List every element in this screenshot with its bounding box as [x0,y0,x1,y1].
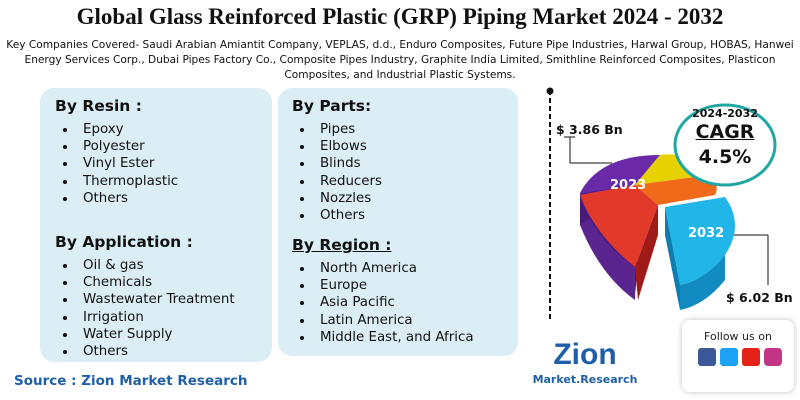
segment-item: Asia Pacific [314,294,474,311]
icon-youtube[interactable] [742,348,760,366]
segment-item: Wastewater Treatment [77,291,235,308]
segment-item: Others [77,343,235,360]
pie-label-2032: 2032 [688,226,725,241]
segment-item: Middle East, and Africa [314,329,474,346]
logo-sub: Market.Research [532,373,638,386]
follow-text: Follow us on [704,330,772,343]
segment-item: Irrigation [77,309,235,326]
divider-dot [546,87,554,95]
pie-slice [665,197,735,285]
segment-item: Blinds [314,155,382,172]
segment-list: PipesElbowsBlindsReducersNozzlesOthers [292,121,382,224]
pie-side [680,255,725,310]
cagr-period: 2024-2032 [692,107,758,120]
segment-list: North AmericaEuropeAsia PacificLatin Ame… [292,260,474,346]
value-2023: $ 3.86 Bn [556,122,623,137]
segment-item: Europe [314,277,474,294]
source: Source : Zion Market Research [14,373,248,389]
cagr-circle [673,103,777,187]
segment-item: Latin America [314,312,474,329]
pie-side [635,205,658,300]
segment-heading: By Application : [55,233,193,251]
segment-item: Others [314,207,382,224]
segment-item: North America [314,260,474,277]
pie-side [665,207,680,310]
segment-item: Chemicals [77,274,235,291]
social-icons [698,348,782,366]
segment-list: EpoxyPolyesterVinyl EsterThermoplasticOt… [55,121,178,207]
cagr-value: 4.5% [698,146,752,168]
segment-item: Epoxy [77,121,178,138]
panel-left [40,88,272,362]
segment-item: Thermoplastic [77,173,178,190]
segment-item: Water Supply [77,326,235,343]
pie-slice [580,185,658,267]
cagr-label: CAGR [695,121,755,143]
pie-slice [580,155,660,193]
segment-heading: By Parts: [292,97,372,115]
value-2032: $ 6.02 Bn [726,290,793,305]
icon-instagram[interactable] [764,348,782,366]
segment-list: Oil & gasChemicalsWastewater TreatmentIr… [55,257,235,360]
pie-slice [635,175,717,205]
segment-item: Vinyl Ester [77,155,178,172]
icon-twitter[interactable] [720,348,738,366]
segment-heading: By Resin : [55,97,142,115]
follow-box: Follow us on [682,320,794,392]
icon-facebook[interactable] [698,348,716,366]
segment-item: Oil & gas [77,257,235,274]
panel-middle [278,88,518,356]
segment-item: Others [77,190,178,207]
subtitle: Key Companies Covered- Saudi Arabian Ami… [6,39,794,81]
segment-item: Pipes [314,121,382,138]
market-graphic [546,87,777,320]
segment-item: Nozzles [314,190,382,207]
title: Global Glass Reinforced Plastic (GRP) Pi… [76,4,724,29]
segment-item: Polyester [77,138,178,155]
pie-label-2023: 2023 [610,178,647,193]
logo: Zion [553,338,617,371]
segment-item: Reducers [314,173,382,190]
segment-item: Elbows [314,138,382,155]
segment-heading: By Region : [292,236,392,254]
